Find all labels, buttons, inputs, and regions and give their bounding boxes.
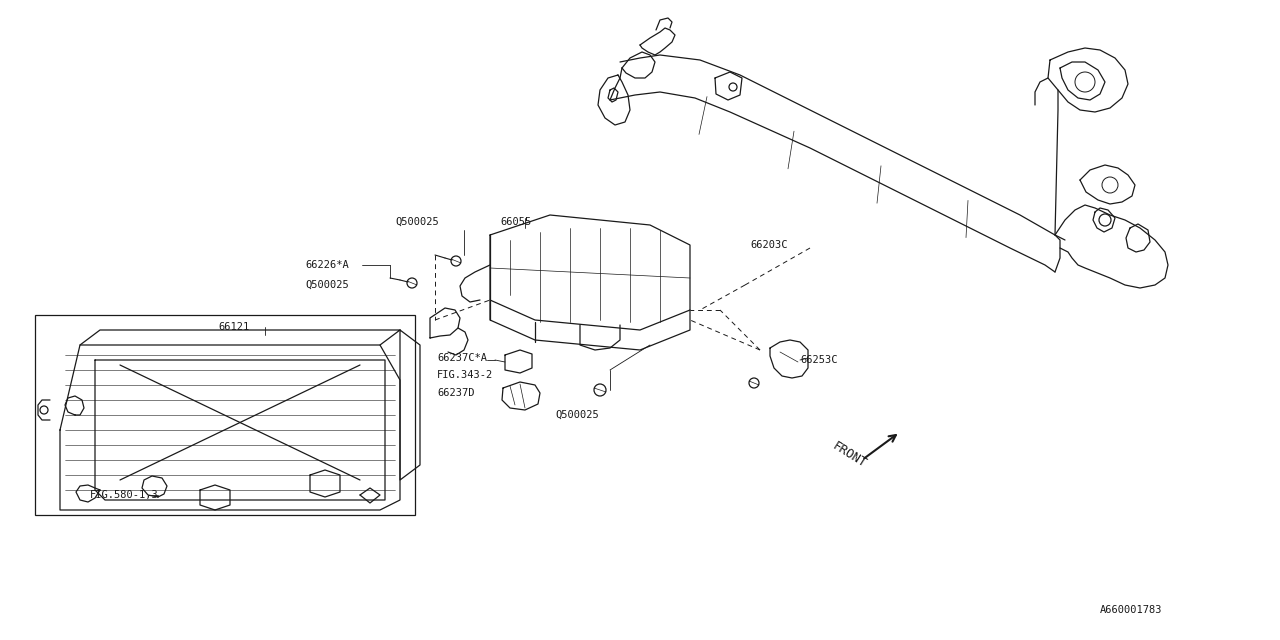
- Text: 66253C: 66253C: [800, 355, 837, 365]
- Text: FIG.343-2: FIG.343-2: [436, 370, 493, 380]
- Text: 66237C*A: 66237C*A: [436, 353, 486, 363]
- Text: A660001783: A660001783: [1100, 605, 1162, 615]
- Text: 66121: 66121: [218, 322, 250, 332]
- Text: Q500025: Q500025: [396, 217, 439, 227]
- Text: Q500025: Q500025: [556, 410, 599, 420]
- Text: 66203C: 66203C: [750, 240, 787, 250]
- Text: FRONT: FRONT: [829, 440, 869, 470]
- Text: 66237D: 66237D: [436, 388, 475, 398]
- Bar: [35, 315, 415, 515]
- Text: FIG.580-1,3: FIG.580-1,3: [90, 490, 159, 500]
- Text: 66226*A: 66226*A: [305, 260, 348, 270]
- Text: Q500025: Q500025: [305, 280, 348, 290]
- Text: 66055: 66055: [500, 217, 531, 227]
